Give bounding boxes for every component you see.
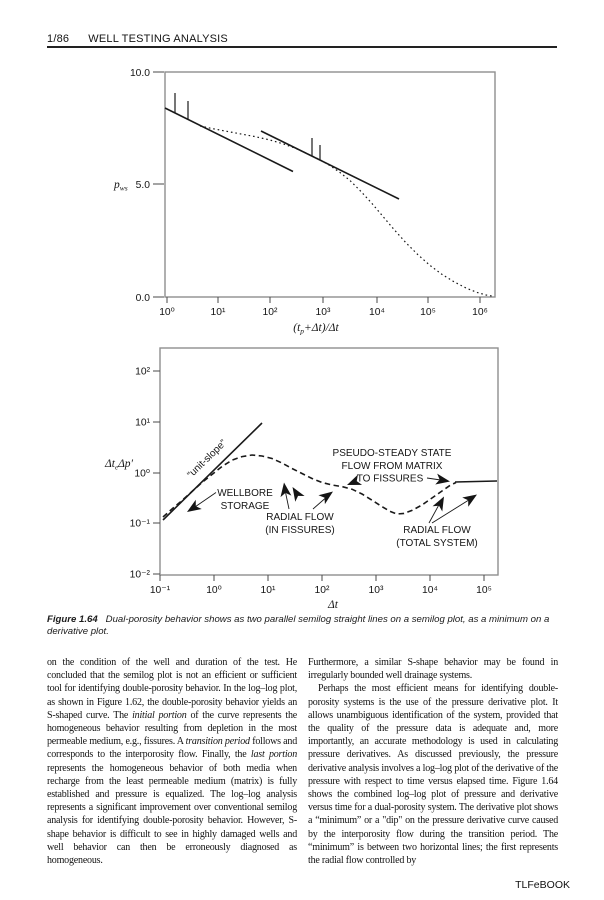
page-header: 1/86 WELL TESTING ANALYSIS: [47, 33, 557, 45]
y-tick-label: 10⁻¹: [130, 519, 151, 530]
x-tick-label: 10⁰: [159, 307, 175, 318]
arrowhead-icon: [187, 499, 202, 512]
paragraph: on the condition of the well and duratio…: [47, 657, 297, 867]
y-tick-label: 10⁻²: [130, 570, 151, 581]
body-text: on the condition of the well and duratio…: [47, 656, 558, 867]
annotation-label: WELLBORE: [217, 488, 273, 499]
y-axis-label: pws: [113, 179, 128, 193]
y-tick-label: 5.0: [136, 180, 151, 191]
x-tick-label: 10³: [369, 585, 384, 596]
y-tick-label: 10²: [135, 367, 150, 378]
footer-watermark: TLFeBOOK: [515, 879, 570, 891]
annotation-label: (IN FISSURES): [265, 525, 334, 536]
y-tick-label: 10⁰: [134, 469, 150, 480]
y-axis-ticks: 10² 10¹ 10⁰ 10⁻¹ 10⁻²: [130, 367, 160, 581]
x-tick-label: 10³: [316, 307, 331, 318]
arrowhead-icon: [318, 491, 333, 505]
x-tick-label: 10⁰: [206, 585, 222, 596]
annotation-label: PSEUDO-STEADY STATE: [333, 448, 452, 459]
pressure-data-dotted-curve: [199, 125, 495, 297]
x-tick-label: 10²: [315, 585, 330, 596]
figure-caption-label: Figure 1.64: [47, 614, 98, 625]
x-axis-ticks: 10⁰ 10¹ 10² 10³ 10⁴ 10⁵ 10⁶: [159, 297, 488, 318]
annotation-label: STORAGE: [221, 501, 270, 512]
x-tick-label: 10⁴: [422, 585, 438, 596]
x-tick-label: 10⁵: [476, 585, 492, 596]
x-tick-label: 10¹: [211, 307, 226, 318]
paragraph: Perhaps the most efficient means for ide…: [308, 683, 558, 867]
x-tick-label: 10¹: [261, 585, 276, 596]
annotation-label: FLOW FROM MATRIX: [342, 461, 443, 472]
semilog-plot: 10.0 5.0 0.0 pws 10⁰ 10¹ 10² 10³ 10⁴ 10⁵…: [113, 68, 496, 336]
running-title: WELL TESTING ANALYSIS: [88, 33, 228, 45]
unit-slope-line: [162, 422, 263, 521]
arrowhead-icon: [280, 482, 292, 498]
annotation-label: RADIAL FLOW: [403, 525, 471, 536]
derivative-plot: 10² 10¹ 10⁰ 10⁻¹ 10⁻² ΔteΔp′ 10⁻¹ 10⁰ 10…: [104, 347, 499, 611]
wellbore-storage-annotation: WELLBORE STORAGE: [187, 488, 273, 512]
figure-caption-text: Dual-porosity behavior shows as two para…: [47, 614, 550, 638]
arrowhead-icon: [347, 474, 363, 485]
unit-slope-label: “unit-slope”: [185, 438, 229, 481]
arrowhead-icon: [435, 473, 450, 485]
total-system-level-line: [454, 480, 498, 483]
y-tick-label: 0.0: [136, 293, 151, 304]
y-axis-ticks: 10.0 5.0 0.0: [130, 68, 164, 304]
semilog-straight-line-1: [164, 93, 294, 173]
radial-flow-fissures-annotation: RADIAL FLOW (IN FISSURES): [265, 482, 335, 536]
radial-flow-total-annotation: RADIAL FLOW (TOTAL SYSTEM): [396, 494, 478, 549]
y-tick-label: 10.0: [130, 68, 150, 79]
annotation-label: (TOTAL SYSTEM): [396, 538, 478, 549]
x-tick-label: 10²: [263, 307, 278, 318]
arrowhead-icon: [462, 494, 477, 507]
y-axis-label: ΔteΔp′: [104, 458, 134, 472]
x-tick-label: 10⁴: [369, 307, 385, 318]
x-tick-label: 10⁵: [420, 307, 436, 318]
plot-frame: [159, 347, 499, 576]
y-tick-label: 10¹: [135, 418, 150, 429]
right-column: Furthermore, a similar S-shape behavior …: [308, 656, 558, 867]
figure-caption: Figure 1.64 Dual-porosity behavior shows …: [47, 614, 559, 639]
arrowhead-icon: [432, 496, 444, 512]
x-axis-label: Δt: [327, 599, 339, 611]
left-column: on the condition of the well and duratio…: [47, 656, 297, 867]
paragraph: Furthermore, a similar S-shape behavior …: [308, 657, 558, 682]
x-tick-label: 10⁶: [472, 307, 488, 318]
x-axis-label: (tp+Δt)/Δt: [293, 322, 339, 336]
page-number: 1/86: [47, 33, 70, 45]
x-axis-ticks: 10⁻¹ 10⁰ 10¹ 10² 10³ 10⁴ 10⁵: [150, 575, 492, 596]
x-tick-label: 10⁻¹: [150, 585, 171, 596]
pseudo-steady-state-annotation: PSEUDO-STEADY STATE FLOW FROM MATRIX TO …: [333, 448, 452, 485]
arrowhead-icon: [292, 487, 305, 502]
header-rule: [47, 46, 557, 48]
plot-frame: [164, 71, 496, 298]
annotation-label: TO FISSURES: [357, 474, 424, 485]
derivative-dashed-curve: [162, 454, 457, 518]
annotation-label: RADIAL FLOW: [266, 512, 334, 523]
